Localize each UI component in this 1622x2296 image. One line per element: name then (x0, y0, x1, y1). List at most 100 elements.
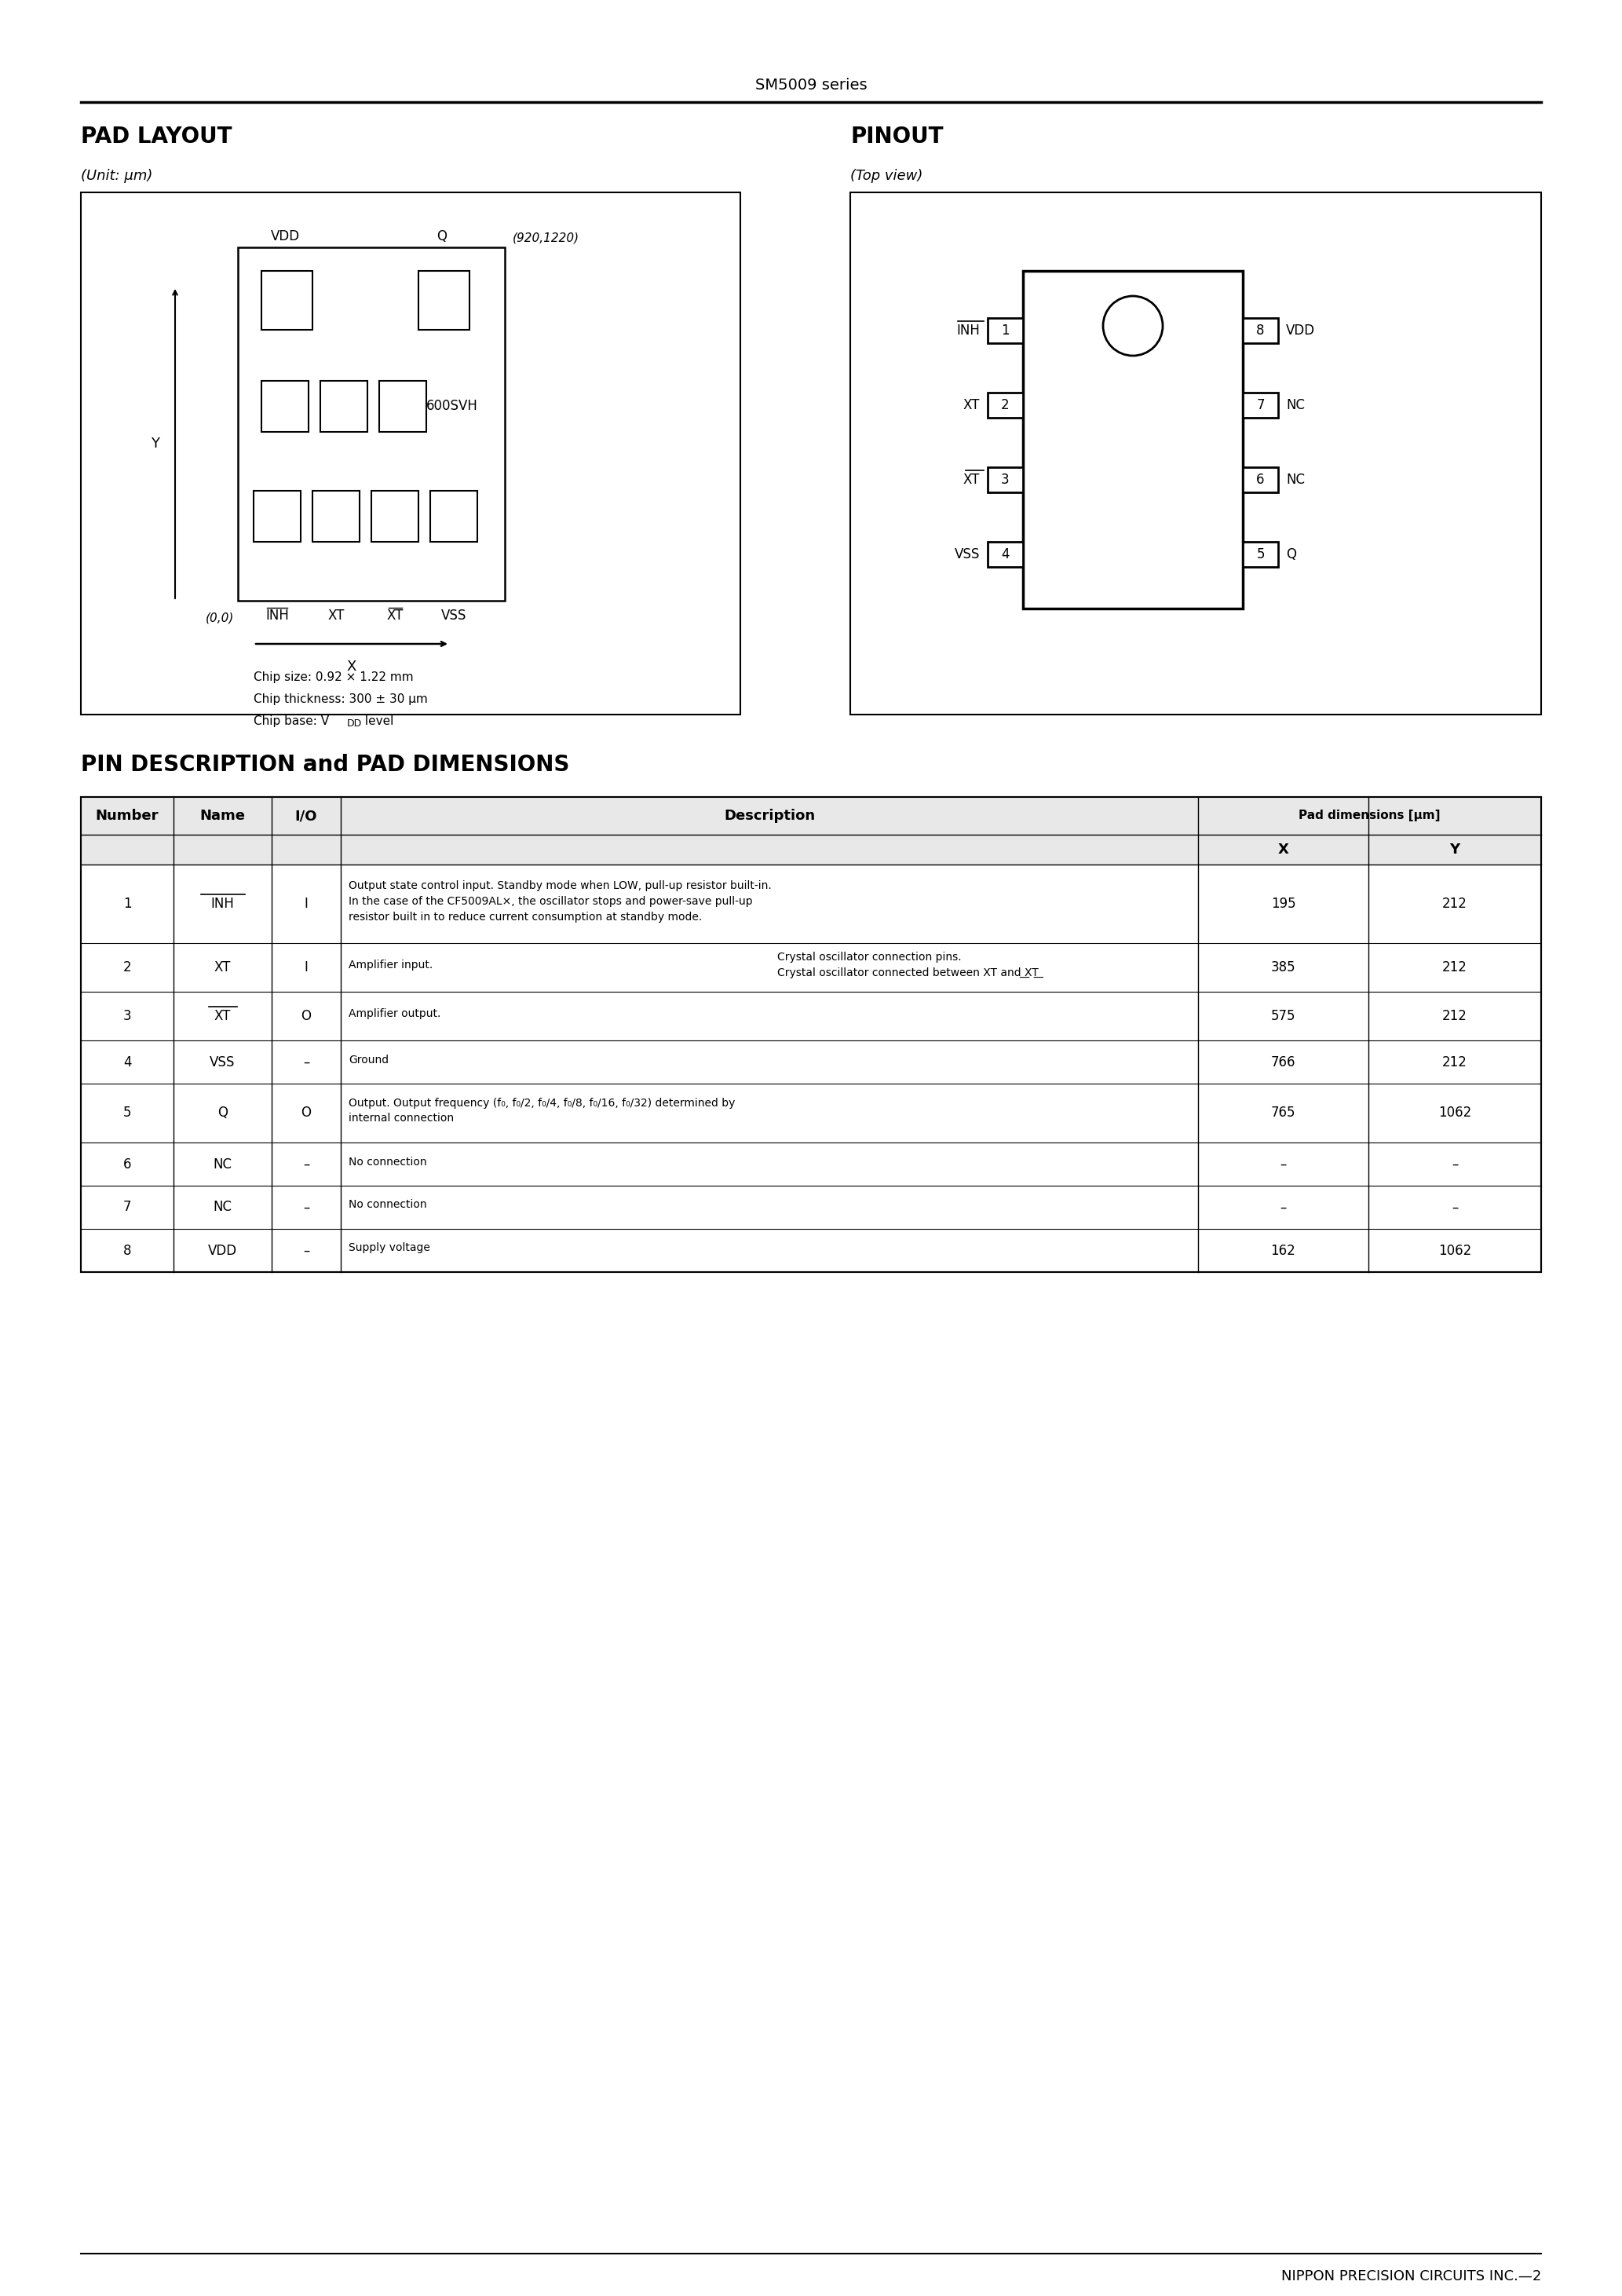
Text: SM5009 series: SM5009 series (754, 78, 868, 92)
Text: X: X (1278, 843, 1289, 856)
Text: 2: 2 (1001, 397, 1009, 413)
Bar (253, 491, 300, 542)
Text: Ground: Ground (349, 1054, 389, 1065)
Text: O: O (302, 1008, 311, 1024)
Text: (Top view): (Top view) (850, 170, 923, 184)
Text: Chip thickness: 300 ± 30 μm: Chip thickness: 300 ± 30 μm (253, 693, 428, 705)
Text: level: level (362, 716, 394, 728)
Text: 6: 6 (123, 1157, 131, 1171)
Text: No connection: No connection (349, 1199, 427, 1210)
Text: Description: Description (723, 808, 814, 822)
Bar (320, 381, 368, 432)
Text: Number: Number (96, 808, 159, 822)
Bar (430, 491, 477, 542)
Text: VSS: VSS (954, 546, 980, 563)
Bar (1242, 319, 1278, 342)
Text: 195: 195 (1270, 898, 1296, 912)
Text: (920,1220): (920,1220) (513, 232, 579, 243)
Text: –: – (1452, 1157, 1458, 1171)
Text: 162: 162 (1270, 1244, 1296, 1258)
Text: 212: 212 (1442, 1054, 1468, 1070)
Text: XT: XT (963, 473, 980, 487)
Bar (988, 393, 1023, 418)
Text: Supply voltage: Supply voltage (349, 1242, 430, 1254)
Text: 8: 8 (1257, 324, 1265, 338)
Text: 2: 2 (123, 960, 131, 974)
Text: INH: INH (266, 608, 289, 622)
Text: NC: NC (1286, 473, 1304, 487)
Text: VDD: VDD (208, 1244, 237, 1258)
Text: NIPPON PRECISION CIRCUITS INC.—2: NIPPON PRECISION CIRCUITS INC.—2 (1281, 2268, 1541, 2285)
Text: (Unit: μm): (Unit: μm) (81, 170, 152, 184)
Text: Q: Q (1286, 546, 1296, 563)
Bar (81, 797, 1541, 866)
Bar (1242, 393, 1278, 418)
Text: XT: XT (963, 397, 980, 413)
Text: PINOUT: PINOUT (850, 126, 944, 147)
Text: 212: 212 (1442, 960, 1468, 974)
Text: –: – (1280, 1157, 1286, 1171)
Text: VSS: VSS (209, 1054, 235, 1070)
Text: Chip size: 0.92 × 1.22 mm: Chip size: 0.92 × 1.22 mm (253, 670, 414, 684)
Text: Chip base: V: Chip base: V (253, 716, 329, 728)
Text: Output. Output frequency (f₀, f₀/2, f₀/4, f₀/8, f₀/16, f₀/32) determined by: Output. Output frequency (f₀, f₀/2, f₀/4… (349, 1097, 735, 1109)
Bar (371, 491, 418, 542)
Text: Name: Name (200, 808, 245, 822)
Text: 5: 5 (123, 1107, 131, 1120)
Text: NC: NC (1286, 397, 1304, 413)
Text: Amplifier output.: Amplifier output. (349, 1008, 441, 1019)
Text: resistor built in to reduce current consumption at standby mode.: resistor built in to reduce current cons… (349, 912, 702, 923)
Text: –: – (303, 1157, 310, 1171)
Bar (1242, 542, 1278, 567)
Bar (1199, 797, 1369, 836)
Bar (988, 319, 1023, 342)
Text: VDD: VDD (271, 230, 300, 243)
Text: In the case of the CF5009AL×, the oscillator stops and power-save pull-up: In the case of the CF5009AL×, the oscill… (349, 895, 753, 907)
Text: Crystal oscillator connected between XT and ͟XT͟: Crystal oscillator connected between XT … (777, 967, 1038, 978)
Text: INH: INH (957, 324, 980, 338)
Text: INH: INH (211, 898, 234, 912)
Text: 6: 6 (1257, 473, 1265, 487)
Bar (380, 381, 427, 432)
Text: X: X (347, 659, 357, 673)
Text: 385: 385 (1270, 960, 1296, 974)
Text: internal connection: internal connection (349, 1114, 454, 1125)
Text: I/O: I/O (295, 808, 318, 822)
Text: XT: XT (214, 960, 230, 974)
Bar (261, 271, 313, 331)
Text: 1062: 1062 (1439, 1107, 1471, 1120)
Text: PIN DESCRIPTION and PAD DIMENSIONS: PIN DESCRIPTION and PAD DIMENSIONS (81, 753, 569, 776)
Bar (238, 248, 504, 602)
Text: 765: 765 (1272, 1107, 1296, 1120)
Text: 4: 4 (1001, 546, 1009, 563)
Text: 1: 1 (123, 898, 131, 912)
Text: 5: 5 (1257, 546, 1265, 563)
Text: 3: 3 (1001, 473, 1009, 487)
Text: Crystal oscillator connection pins.: Crystal oscillator connection pins. (777, 953, 962, 962)
Text: 3: 3 (123, 1008, 131, 1024)
Bar (1242, 466, 1278, 491)
Text: 7: 7 (1257, 397, 1265, 413)
Text: NC: NC (212, 1201, 232, 1215)
Text: I: I (305, 898, 308, 912)
Text: O: O (302, 1107, 311, 1120)
Text: Output state control input. Standby mode when LOW, pull-up resistor built-in.: Output state control input. Standby mode… (349, 879, 772, 891)
Text: VDD: VDD (1286, 324, 1315, 338)
Text: PAD LAYOUT: PAD LAYOUT (81, 126, 232, 147)
Bar (988, 542, 1023, 567)
Text: –: – (1280, 1201, 1286, 1215)
Bar (81, 797, 1541, 1272)
Bar (81, 797, 1541, 1272)
Text: 1062: 1062 (1439, 1244, 1471, 1258)
Text: 212: 212 (1442, 1008, 1468, 1024)
Text: –: – (303, 1201, 310, 1215)
Text: 1: 1 (1001, 324, 1009, 338)
Text: Y: Y (1450, 843, 1460, 856)
Text: 4: 4 (123, 1054, 131, 1070)
Bar (261, 381, 308, 432)
Text: Q: Q (436, 230, 448, 243)
Text: –: – (1452, 1201, 1458, 1215)
Text: VSS: VSS (441, 608, 467, 622)
Bar (418, 271, 469, 331)
Text: XT: XT (386, 608, 404, 622)
